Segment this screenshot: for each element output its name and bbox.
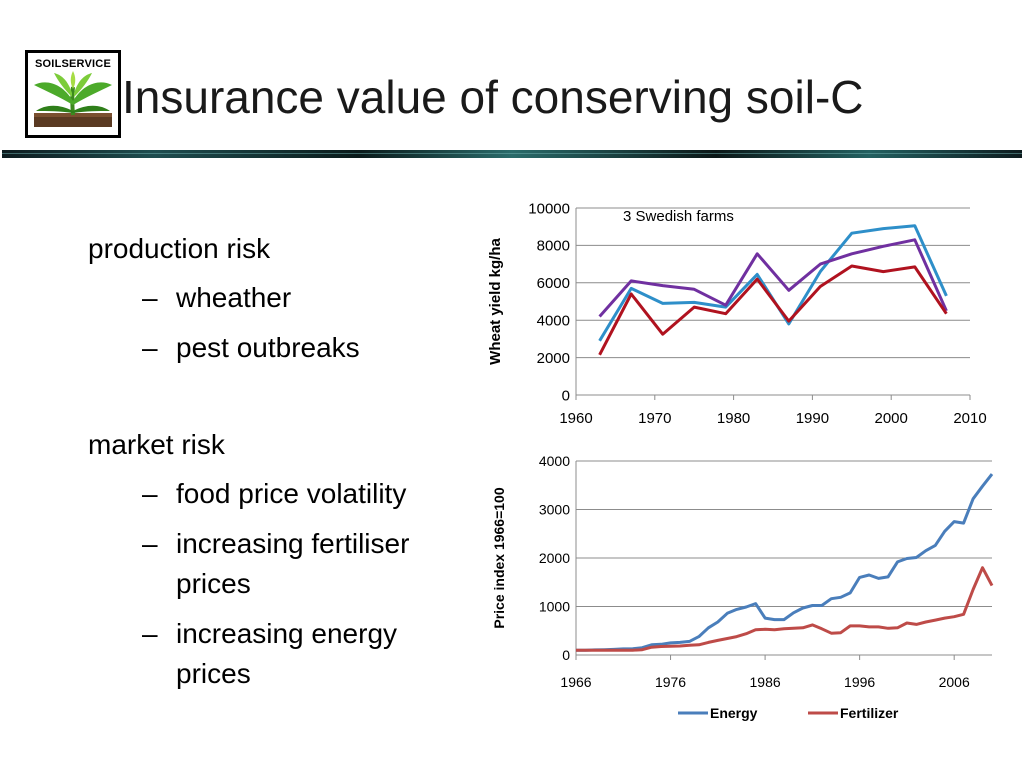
series-line-fertilizer: [576, 566, 994, 652]
soilservice-logo: SOILSERVICE: [25, 50, 121, 138]
fertiliser-line-1: increasing fertiliser: [176, 528, 410, 559]
legend-label-fertilizer: Fertilizer: [840, 705, 899, 721]
dash: –: [142, 528, 158, 559]
y-tick-label: 4000: [537, 312, 570, 329]
y-tick-label: 4000: [539, 453, 570, 469]
x-tick-label: 1970: [638, 410, 671, 427]
y-axis-label: Price index 1966=100: [491, 487, 507, 628]
series-line-energy: [576, 473, 994, 652]
x-tick-label: 1996: [844, 674, 875, 690]
series-line-2: [598, 238, 948, 318]
dash: –: [142, 282, 158, 313]
y-axis-label: Wheat yield kg/ha: [487, 237, 504, 364]
energy-line-1: increasing energy: [176, 618, 398, 649]
x-tick-label: 2006: [939, 674, 970, 690]
price-index-chart: 0 1000 2000 3000 4000 1966 1976 1986 1996 2006 Pri…: [491, 453, 994, 721]
y-tick-label: 2000: [539, 550, 570, 566]
chart-annotation: 3 Swedish farms: [623, 208, 734, 225]
slide-title: Insurance value of conserving soil-C: [122, 71, 864, 123]
title-divider: [2, 150, 1022, 158]
wheat-yield-chart: 0 2000 4000 6000 8000 10000 1960 1970 1980 1990 20…: [487, 200, 987, 427]
x-tick-label: 1990: [796, 410, 829, 427]
dash: –: [142, 618, 158, 649]
logo-text: SOILSERVICE: [35, 58, 111, 70]
series-line-3: [598, 264, 948, 356]
bullet-production-risk: production risk: [88, 233, 271, 264]
bullet-market-risk: market risk: [88, 429, 225, 460]
y-tick-label: 8000: [537, 238, 570, 255]
y-tick-label: 0: [562, 647, 570, 663]
x-tick-label: 2000: [875, 410, 908, 427]
x-tick-label: 2010: [953, 410, 986, 427]
fertiliser-line-2: prices: [176, 568, 251, 599]
sprout-logo-icon: [34, 71, 112, 127]
x-tick-label: 1986: [750, 674, 781, 690]
dash: –: [142, 332, 158, 363]
y-tick-label: 2000: [537, 350, 570, 367]
y-tick-label: 3000: [539, 501, 570, 517]
energy-line-2: prices: [176, 658, 251, 689]
x-tick-label: 1966: [560, 674, 591, 690]
y-tick-label: 1000: [539, 598, 570, 614]
x-tick-label: 1980: [717, 410, 750, 427]
y-tick-label: 10000: [528, 200, 570, 217]
legend-label-energy: Energy: [710, 705, 758, 721]
y-tick-label: 0: [562, 387, 570, 404]
dash: –: [142, 478, 158, 509]
x-tick-label: 1976: [655, 674, 686, 690]
y-tick-label: 6000: [537, 275, 570, 292]
x-tick-label: 1960: [559, 410, 592, 427]
